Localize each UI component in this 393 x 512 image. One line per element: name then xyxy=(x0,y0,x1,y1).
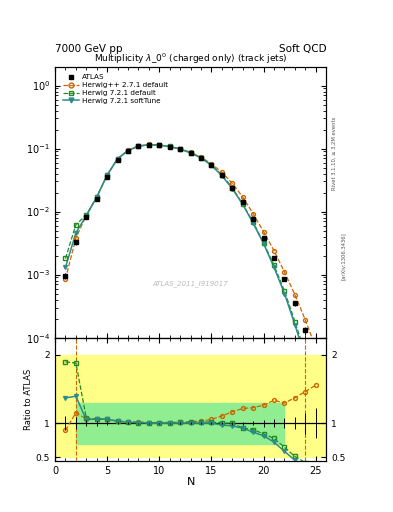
Y-axis label: Ratio to ATLAS: Ratio to ATLAS xyxy=(24,369,33,430)
Text: Rivet 3.1.10, ≥ 3.2M events: Rivet 3.1.10, ≥ 3.2M events xyxy=(332,117,337,190)
Text: [arXiv:1306.3436]: [arXiv:1306.3436] xyxy=(341,232,346,280)
Text: ATLAS_2011_I919017: ATLAS_2011_I919017 xyxy=(153,280,228,287)
X-axis label: N: N xyxy=(186,477,195,487)
Text: 7000 GeV pp: 7000 GeV pp xyxy=(55,44,123,54)
Bar xyxy=(76,402,285,444)
Bar xyxy=(55,355,326,457)
Title: Multiplicity $\lambda\_0^0$ (charged only) (track jets): Multiplicity $\lambda\_0^0$ (charged onl… xyxy=(94,52,287,67)
Text: Soft QCD: Soft QCD xyxy=(279,44,326,54)
Legend: ATLAS, Herwig++ 2.7.1 default, Herwig 7.2.1 default, Herwig 7.2.1 softTune: ATLAS, Herwig++ 2.7.1 default, Herwig 7.… xyxy=(61,73,169,105)
